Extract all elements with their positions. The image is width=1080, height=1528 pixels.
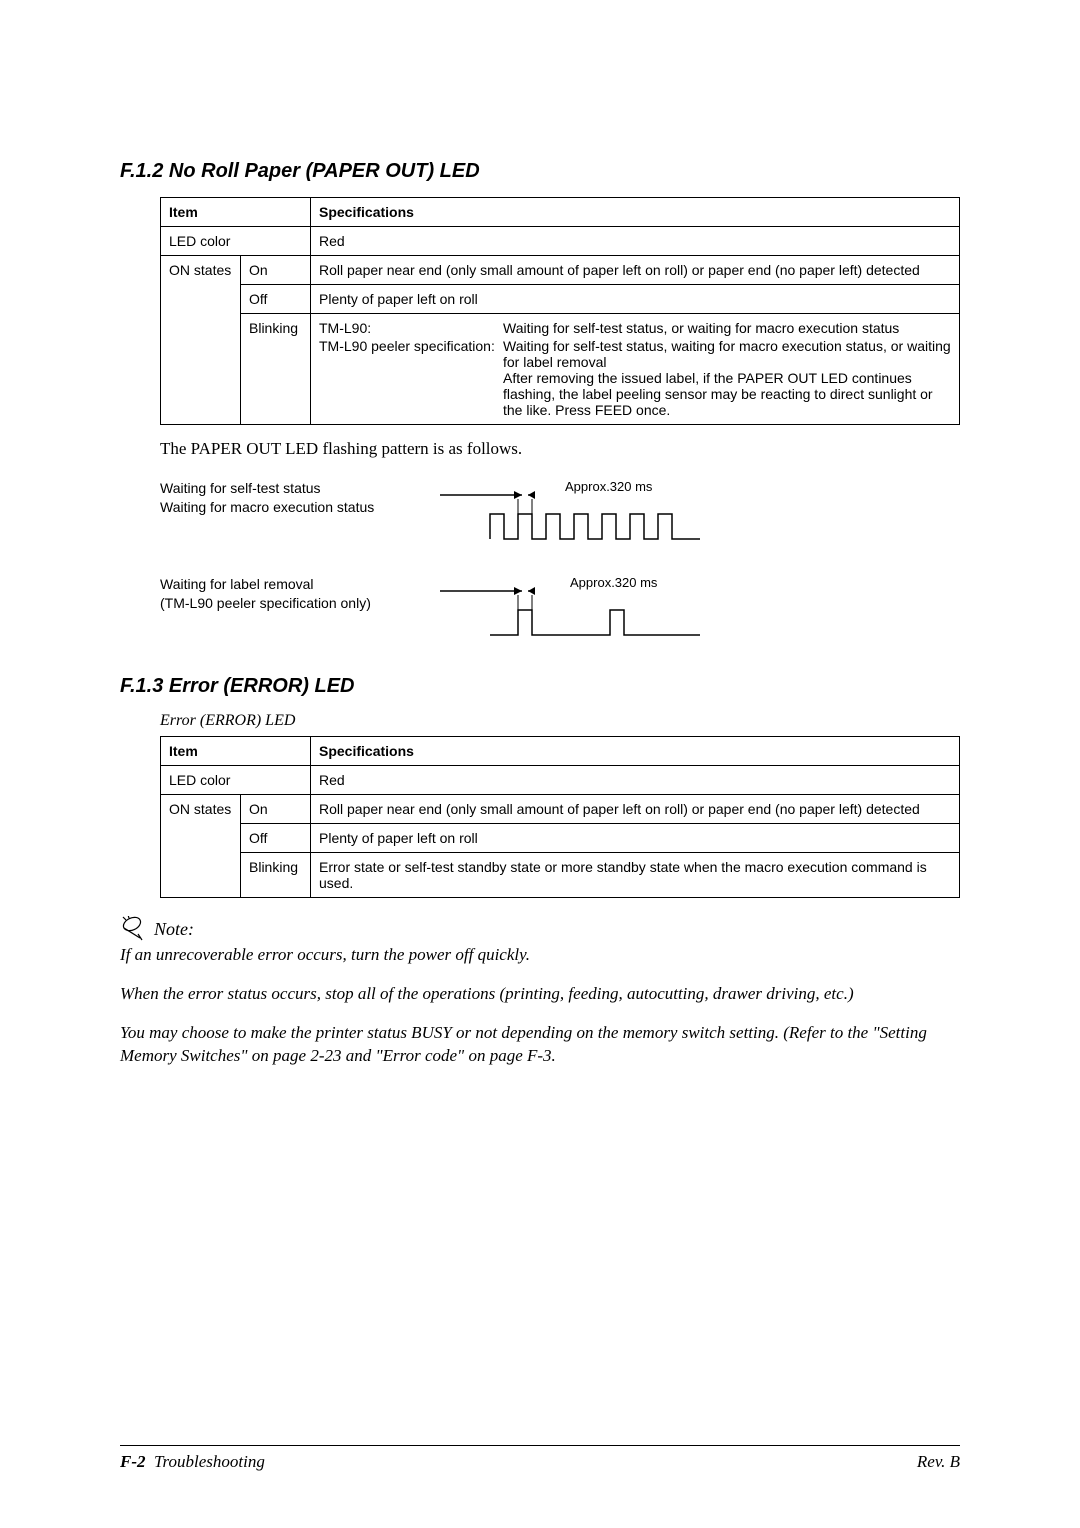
table-row: Blinking TM-L90: Waiting for self-test s… [161, 314, 960, 425]
td-blinking-value: Error state or self-test standby state o… [311, 853, 960, 898]
timing2-caption: Approx.320 ms [570, 575, 658, 590]
hand-point-icon [120, 916, 146, 942]
page-footer: F-2 Troubleshooting Rev. B [120, 1445, 960, 1472]
td-on-value: Roll paper near end (only small amount o… [311, 256, 960, 285]
footer-pagecode: F-2 [120, 1452, 146, 1471]
timing-row-1: Waiting for self-test status Waiting for… [160, 479, 960, 549]
timing-row-2: Waiting for label removal (TM-L90 peeler… [160, 575, 960, 645]
td-ledcolor-label: LED color [161, 766, 311, 795]
timing2-line2: (TM-L90 peeler specification only) [160, 594, 440, 613]
footer-left: F-2 Troubleshooting [120, 1452, 265, 1472]
table-row: Blinking Error state or self-test standb… [161, 853, 960, 898]
td-on: On [241, 795, 311, 824]
table-row: Item Specifications [161, 198, 960, 227]
pattern-intro: The PAPER OUT LED flashing pattern is as… [160, 439, 960, 459]
timing1-waveform: Approx.320 ms [440, 479, 740, 549]
td-off: Off [241, 824, 311, 853]
heading-f12: F.1.2 No Roll Paper (PAPER OUT) LED [120, 160, 960, 183]
td-onstates-label: ON states [161, 795, 241, 898]
note-head: Note: [120, 916, 960, 942]
timing1-line1: Waiting for self-test status [160, 479, 440, 498]
table-row: Item Specifications [161, 737, 960, 766]
table-row: ON states On Roll paper near end (only s… [161, 795, 960, 824]
td-ledcolor-label: LED color [161, 227, 311, 256]
timing2-waveform: Approx.320 ms [440, 575, 740, 645]
td-off-value: Plenty of paper left on roll [311, 824, 960, 853]
td-ledcolor-value: Red [311, 227, 960, 256]
note-block: Note: If an unrecoverable error occurs, … [120, 916, 960, 1068]
footer-rev: Rev. B [917, 1452, 960, 1472]
note-label: Note: [154, 919, 194, 940]
note-p2: When the error status occurs, stop all o… [120, 983, 960, 1006]
note-p1: If an unrecoverable error occurs, turn t… [120, 944, 960, 967]
timing1-labels: Waiting for self-test status Waiting for… [160, 479, 440, 517]
td-on: On [241, 256, 311, 285]
subtitle-f13: Error (ERROR) LED [160, 712, 960, 730]
peeler-label: TM-L90 peeler specification: [319, 338, 499, 418]
td-onstates-label: ON states [161, 256, 241, 425]
timing1-line2: Waiting for macro execution status [160, 498, 440, 517]
tm-l90-text: Waiting for self-test status, or waiting… [503, 320, 951, 336]
table-row: ON states On Roll paper near end (only s… [161, 256, 960, 285]
table-f13: Item Specifications LED color Red ON sta… [160, 736, 960, 898]
timing-diagrams: Waiting for self-test status Waiting for… [160, 479, 960, 645]
table-row: Off Plenty of paper left on roll [161, 285, 960, 314]
heading-f13: F.1.3 Error (ERROR) LED [120, 675, 960, 698]
td-blinking: Blinking [241, 314, 311, 425]
td-blinking: Blinking [241, 853, 311, 898]
table-row: LED color Red [161, 227, 960, 256]
table-row: LED color Red [161, 766, 960, 795]
th-item: Item [161, 198, 311, 227]
td-on-value: Roll paper near end (only small amount o… [311, 795, 960, 824]
td-ledcolor-value: Red [311, 766, 960, 795]
peeler-text: Waiting for self-test status, waiting fo… [503, 338, 951, 418]
th-item: Item [161, 737, 311, 766]
table-row: Off Plenty of paper left on roll [161, 824, 960, 853]
th-spec: Specifications [311, 198, 960, 227]
table-f12-wrap: Item Specifications LED color Red ON sta… [160, 197, 960, 425]
th-spec: Specifications [311, 737, 960, 766]
table-f12: Item Specifications LED color Red ON sta… [160, 197, 960, 425]
timing2-labels: Waiting for label removal (TM-L90 peeler… [160, 575, 440, 613]
timing2-line1: Waiting for label removal [160, 575, 440, 594]
td-off-value: Plenty of paper left on roll [311, 285, 960, 314]
note-p3: You may choose to make the printer statu… [120, 1022, 960, 1068]
tm-l90-label: TM-L90: [319, 320, 499, 336]
timing1-caption: Approx.320 ms [565, 479, 653, 494]
footer-section: Troubleshooting [154, 1452, 265, 1471]
table-f13-wrap: Item Specifications LED color Red ON sta… [160, 736, 960, 898]
td-blinking-value: TM-L90: Waiting for self-test status, or… [311, 314, 960, 425]
page: F.1.2 No Roll Paper (PAPER OUT) LED Item… [0, 0, 1080, 1528]
td-off: Off [241, 285, 311, 314]
